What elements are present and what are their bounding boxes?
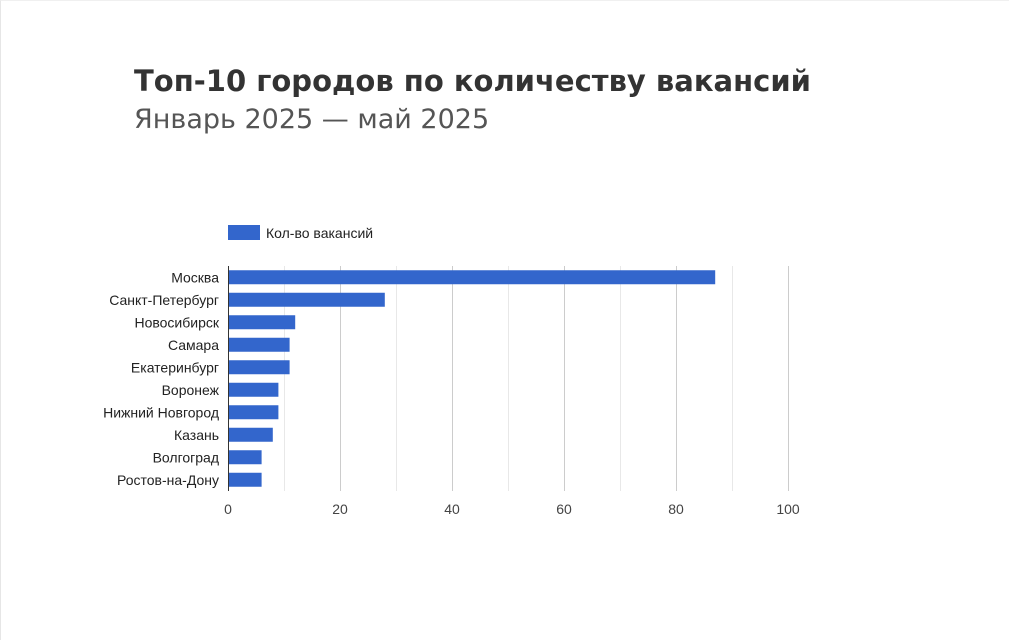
legend-swatch xyxy=(228,225,260,240)
category-label: Екатеринбург xyxy=(131,359,219,375)
bar xyxy=(228,315,296,330)
bar xyxy=(228,450,262,465)
x-tick-label: 80 xyxy=(668,501,684,517)
axis-layer: 0 20 40 60 80 100 Москва Санкт-Петербург Новосиб… xyxy=(103,266,800,517)
category-label: Волгоград xyxy=(153,449,219,465)
bar xyxy=(228,405,279,420)
bar xyxy=(228,427,273,442)
category-label: Самара xyxy=(168,337,219,353)
legend: Кол-во вакансий xyxy=(228,225,373,241)
bar xyxy=(228,472,262,487)
x-tick-label: 40 xyxy=(444,501,460,517)
x-tick-label: 20 xyxy=(332,501,348,517)
bar xyxy=(228,382,279,397)
category-label: Ростов-на-Дону xyxy=(117,472,219,488)
category-label: Казань xyxy=(174,427,219,443)
category-label: Нижний Новгород xyxy=(103,404,219,420)
grid-layer xyxy=(284,266,789,491)
category-label: Воронеж xyxy=(162,382,220,398)
category-label: Новосибирск xyxy=(134,314,219,330)
bar xyxy=(228,337,290,352)
category-label: Санкт-Петербург xyxy=(109,292,219,308)
bar xyxy=(228,360,290,375)
chart-subtitle: Январь 2025 — май 2025 xyxy=(134,104,490,135)
x-tick-label: 0 xyxy=(224,501,232,517)
category-label: Москва xyxy=(171,269,219,285)
x-tick-label: 60 xyxy=(556,501,572,517)
bar xyxy=(228,292,385,307)
legend-label: Кол-во вакансий xyxy=(266,225,373,241)
x-tick-label: 100 xyxy=(776,501,800,517)
chart-title: Топ-10 городов по количеству вакансий xyxy=(134,64,811,98)
bar xyxy=(228,270,716,285)
bars-layer xyxy=(228,270,716,487)
